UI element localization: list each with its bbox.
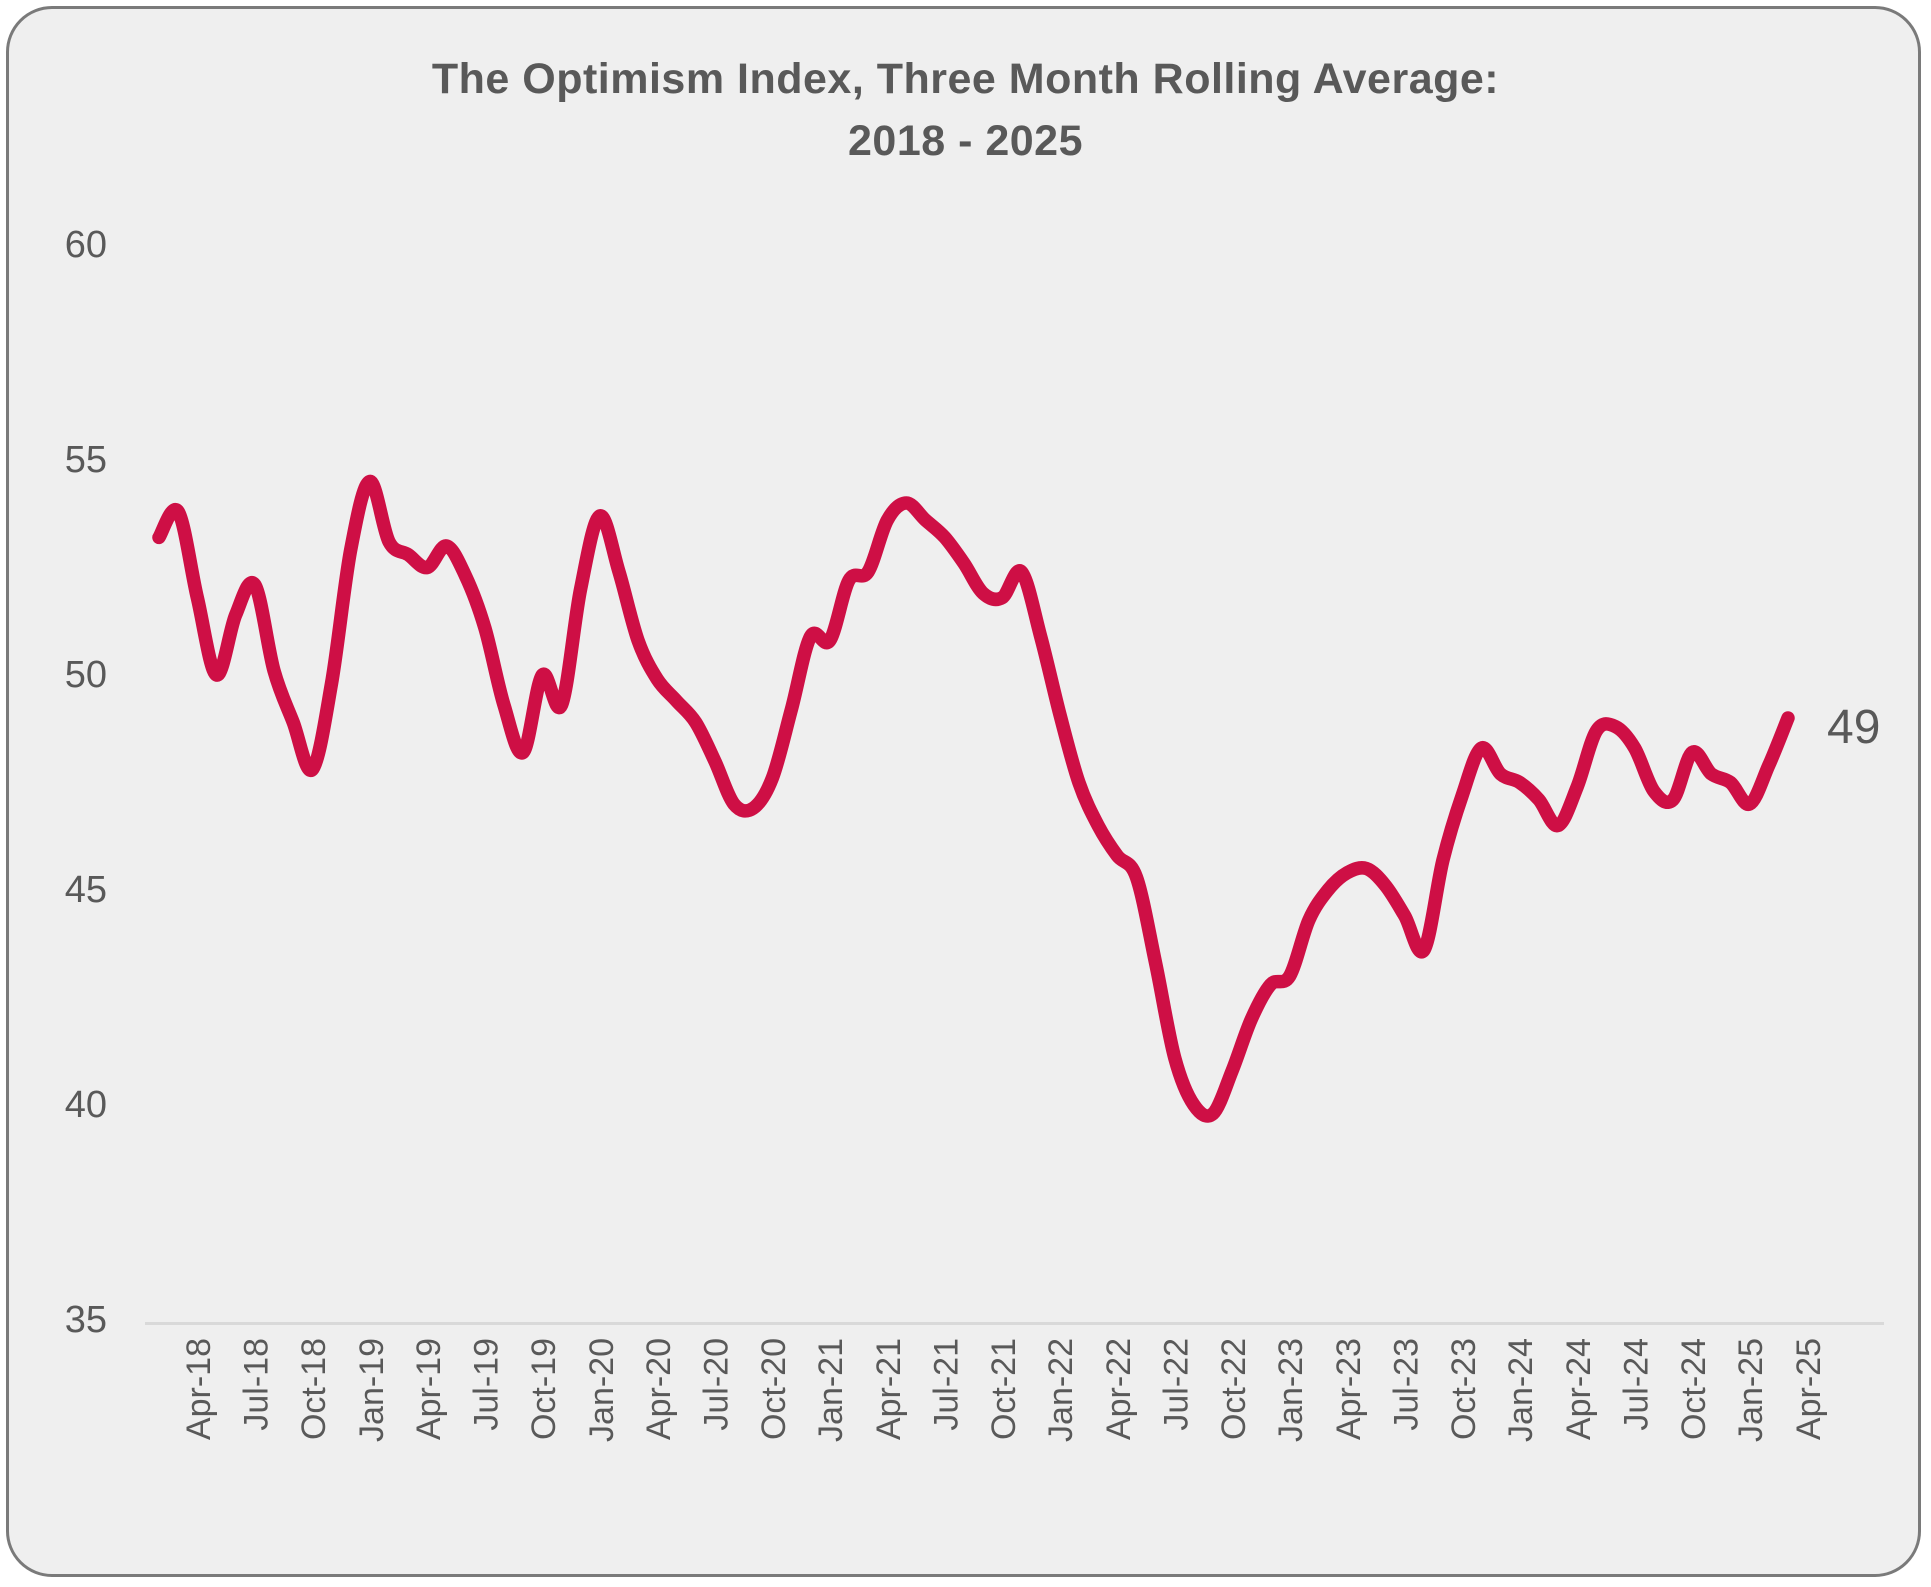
x-tick-label: Oct-22 xyxy=(1214,1338,1253,1441)
chart-card xyxy=(6,6,1921,1577)
x-tick-label: Oct-20 xyxy=(754,1338,793,1441)
x-tick-label: Jul-19 xyxy=(467,1338,506,1431)
y-tick-label: 60 xyxy=(64,224,107,266)
x-tick-label: Apr-25 xyxy=(1789,1338,1828,1441)
x-tick-label: Oct-18 xyxy=(295,1338,333,1441)
x-tick-label: Oct-24 xyxy=(1674,1338,1713,1441)
x-axis-line xyxy=(145,1322,1884,1325)
x-tick-label: Jul-20 xyxy=(697,1338,736,1431)
y-tick-label: 45 xyxy=(64,869,107,911)
x-tick-label: Jul-23 xyxy=(1387,1338,1426,1431)
x-tick-label: Jul-24 xyxy=(1617,1338,1656,1431)
x-tick-label: Jan-25 xyxy=(1732,1338,1771,1442)
y-tick-label: 50 xyxy=(64,654,107,696)
x-tick-label: Apr-22 xyxy=(1099,1338,1138,1441)
x-tick-label: Apr-24 xyxy=(1559,1338,1598,1441)
x-tick-label: Oct-23 xyxy=(1444,1338,1483,1441)
x-tick-label: Jul-18 xyxy=(237,1338,276,1431)
x-tick-label: Apr-19 xyxy=(409,1338,448,1441)
y-tick-label: 55 xyxy=(64,439,107,481)
y-tick-label: 40 xyxy=(64,1084,107,1126)
last-point-data-label: 49 xyxy=(1827,701,1881,754)
x-tick-label: Apr-23 xyxy=(1329,1338,1368,1441)
x-tick-label: Apr-20 xyxy=(639,1338,678,1441)
x-tick-label: Jul-21 xyxy=(927,1338,966,1431)
x-tick-label: Oct-21 xyxy=(984,1338,1023,1441)
x-tick-label: Oct-19 xyxy=(524,1338,563,1441)
x-tick-label: Jan-24 xyxy=(1502,1338,1541,1442)
x-tick-label: Apr-21 xyxy=(869,1338,908,1441)
chart-title: The Optimism Index, Three Month Rolling … xyxy=(0,48,1931,172)
x-tick-label: Jan-20 xyxy=(582,1338,621,1442)
y-tick-label: 35 xyxy=(64,1299,107,1341)
optimism-index-series-line xyxy=(152,474,1795,1123)
chart-title-line2: 2018 - 2025 xyxy=(847,117,1084,165)
x-tick-label: Jan-21 xyxy=(812,1338,851,1442)
x-tick-label: Jan-22 xyxy=(1042,1338,1081,1442)
x-tick-label: Jan-23 xyxy=(1272,1338,1311,1442)
chart-title-line1: The Optimism Index, Three Month Rolling … xyxy=(431,55,1500,103)
x-tick-label: Apr-18 xyxy=(180,1338,218,1441)
x-tick-label: Jul-22 xyxy=(1157,1338,1196,1431)
x-tick-label: Jan-19 xyxy=(352,1338,391,1442)
